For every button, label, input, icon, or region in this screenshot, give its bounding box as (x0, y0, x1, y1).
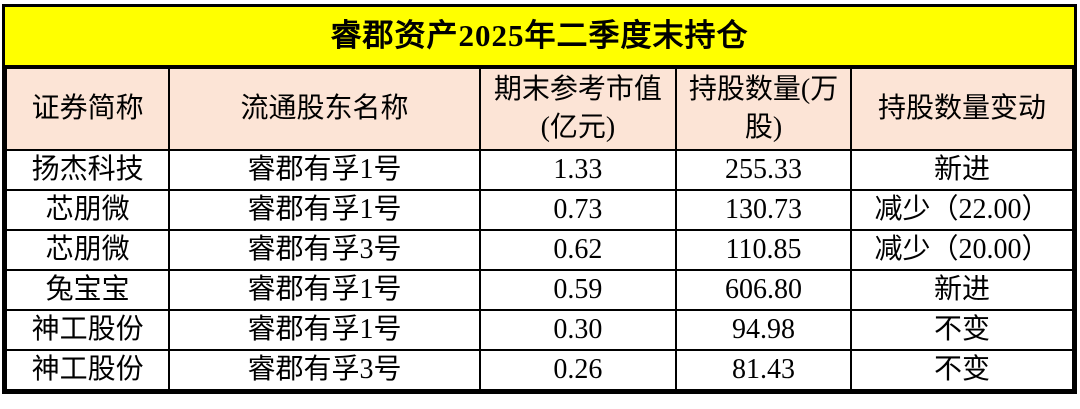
cell-security-name: 扬杰科技 (4, 149, 171, 191)
cell-shareholder-name: 睿郡有孚1号 (168, 309, 481, 351)
cell-shareholder-name: 睿郡有孚1号 (168, 189, 481, 231)
table-row: 芯朋微 睿郡有孚3号 0.62 110.85 减少（20.00） (4, 229, 1074, 271)
cell-share-change: 新进 (850, 269, 1074, 311)
header-row: 证券简称 流通股东名称 期末参考市值(亿元) 持股数量(万股) 持股数量变动 (4, 67, 1074, 151)
holdings-sheet: 睿郡资产2025年二季度末持仓 证券简称 流通股东名称 期末参考市值(亿元) 持… (2, 4, 1077, 394)
col-header-security-name: 证券简称 (4, 67, 171, 151)
table-row: 兔宝宝 睿郡有孚1号 0.59 606.80 新进 (4, 269, 1074, 311)
page-title: 睿郡资产2025年二季度末持仓 (5, 7, 1074, 67)
cell-share-change: 新进 (850, 149, 1074, 191)
cell-share-count: 110.85 (675, 229, 853, 271)
cell-market-value: 0.59 (478, 269, 678, 311)
cell-share-count: 606.80 (675, 269, 853, 311)
cell-security-name: 芯朋微 (4, 189, 171, 231)
cell-share-count: 81.43 (675, 349, 853, 391)
cell-share-change: 减少（20.00） (850, 229, 1074, 271)
col-header-share-count: 持股数量(万股) (675, 67, 853, 151)
cell-shareholder-name: 睿郡有孚1号 (168, 149, 481, 191)
cell-security-name: 神工股份 (4, 349, 171, 391)
table-row: 芯朋微 睿郡有孚1号 0.73 130.73 减少（22.00） (4, 189, 1074, 231)
cell-market-value: 0.26 (478, 349, 678, 391)
cell-security-name: 神工股份 (4, 309, 171, 351)
cell-share-change: 不变 (850, 309, 1074, 351)
cell-security-name: 芯朋微 (4, 229, 171, 271)
cell-shareholder-name: 睿郡有孚1号 (168, 269, 481, 311)
cell-share-change: 不变 (850, 349, 1074, 391)
cell-share-count: 255.33 (675, 149, 853, 191)
cell-shareholder-name: 睿郡有孚3号 (168, 229, 481, 271)
cell-market-value: 0.73 (478, 189, 678, 231)
col-header-shareholder-name: 流通股东名称 (168, 67, 481, 151)
cell-market-value: 1.33 (478, 149, 678, 191)
col-header-market-value: 期末参考市值(亿元) (478, 67, 678, 151)
table-row: 神工股份 睿郡有孚1号 0.30 94.98 不变 (4, 309, 1074, 351)
holdings-table: 证券简称 流通股东名称 期末参考市值(亿元) 持股数量(万股) 持股数量变动 扬… (4, 67, 1074, 391)
table-row: 神工股份 睿郡有孚3号 0.26 81.43 不变 (4, 349, 1074, 391)
col-header-share-change: 持股数量变动 (850, 67, 1074, 151)
cell-security-name: 兔宝宝 (4, 269, 171, 311)
cell-share-change: 减少（22.00） (850, 189, 1074, 231)
table-row: 扬杰科技 睿郡有孚1号 1.33 255.33 新进 (4, 149, 1074, 191)
cell-share-count: 130.73 (675, 189, 853, 231)
cell-shareholder-name: 睿郡有孚3号 (168, 349, 481, 391)
cell-share-count: 94.98 (675, 309, 853, 351)
cell-market-value: 0.62 (478, 229, 678, 271)
cell-market-value: 0.30 (478, 309, 678, 351)
